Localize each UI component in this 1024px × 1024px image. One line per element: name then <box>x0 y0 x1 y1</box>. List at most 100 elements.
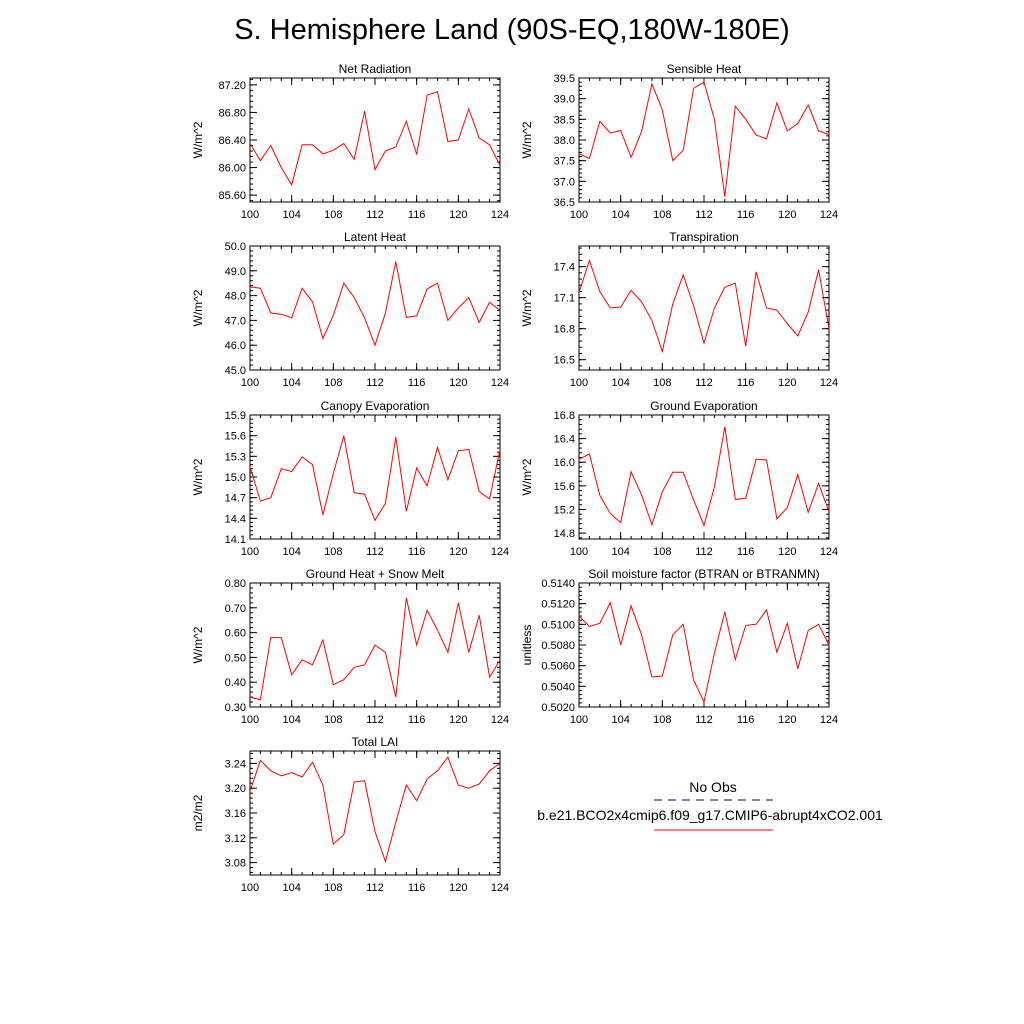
y-tick-label: 3.16 <box>225 808 246 820</box>
x-tick-label: 112 <box>366 377 384 389</box>
y-tick-label: 47.0 <box>225 315 246 327</box>
x-tick-label: 124 <box>491 377 509 389</box>
x-tick-label: 124 <box>491 714 509 726</box>
y-tick-label: 85.60 <box>218 190 246 202</box>
y-tick-label: 3.24 <box>225 758 246 770</box>
panel-4: Transpiration W/m^2 100 104 108 112 116 120 124 1… <box>520 230 838 389</box>
x-tick-label: 124 <box>820 714 838 726</box>
panel-title: Transpiration <box>669 230 739 244</box>
y-tick-label: 17.4 <box>554 262 575 274</box>
x-tick-label: 116 <box>408 882 426 894</box>
panel-title: Ground Evaporation <box>650 399 757 413</box>
legend-case-label: b.e21.BCO2x4cmip6.f09_g17.CMIP6-abrupt4x… <box>537 807 883 823</box>
legend: No Obs b.e21.BCO2x4cmip6.f09_g17.CMIP6-a… <box>537 779 883 831</box>
y-tick-label: 15.3 <box>225 451 246 463</box>
x-tick-label: 120 <box>449 882 467 894</box>
y-axis-label: W/m^2 <box>520 121 534 158</box>
x-tick-label: 116 <box>737 714 755 726</box>
x-tick-label: 120 <box>449 546 467 558</box>
y-tick-label: 38.0 <box>554 135 575 147</box>
y-tick-label: 16.8 <box>554 324 575 336</box>
y-tick-label: 14.7 <box>225 493 246 505</box>
panel-title: Sensible Heat <box>667 62 742 76</box>
x-tick-label: 100 <box>570 546 588 558</box>
x-tick-label: 120 <box>778 377 796 389</box>
panel-7: Ground Heat + Snow Melt W/m^2 100 104 108 112… <box>191 567 509 726</box>
plot-frame <box>578 77 830 203</box>
panel-5: Canopy Evaporation W/m^2 100 104 108 112 116 12… <box>191 399 509 558</box>
y-tick-label: 0.50 <box>225 652 246 664</box>
y-axis-label: W/m^2 <box>191 626 205 663</box>
y-tick-label: 0.40 <box>225 677 246 689</box>
panel-title: Ground Heat + Snow Melt <box>306 567 445 581</box>
x-tick-label: 108 <box>653 209 671 221</box>
x-tick-label: 120 <box>449 714 467 726</box>
panel-1: Net Radiation W/m^2 100 104 108 112 116 120 124 8… <box>191 62 509 221</box>
y-tick-label: 0.5120 <box>541 599 575 611</box>
x-tick-label: 120 <box>449 209 467 221</box>
x-tick-label: 100 <box>241 377 259 389</box>
x-tick-label: 116 <box>737 209 755 221</box>
y-tick-label: 15.6 <box>225 431 246 443</box>
plot-frame <box>578 582 830 708</box>
series-line <box>578 601 830 704</box>
x-tick-label: 108 <box>653 377 671 389</box>
y-tick-label: 14.8 <box>554 528 575 540</box>
y-tick-label: 86.80 <box>218 107 246 119</box>
y-tick-label: 17.1 <box>554 293 575 305</box>
panel-9: Total LAI m2/m2 100 104 108 112 116 120 124 3.08 3… <box>191 735 509 894</box>
x-tick-label: 112 <box>366 714 384 726</box>
x-tick-label: 120 <box>778 714 796 726</box>
panel-title: Total LAI <box>352 735 399 749</box>
y-tick-label: 3.12 <box>225 833 246 845</box>
plot-frame <box>578 245 830 371</box>
x-tick-label: 112 <box>366 209 384 221</box>
series-line <box>249 756 501 864</box>
panel-2: Sensible Heat W/m^2 100 104 108 112 116 120 124 3… <box>520 62 838 221</box>
x-tick-label: 104 <box>611 714 629 726</box>
panel-6: Ground Evaporation W/m^2 100 104 108 112 116 12… <box>520 399 838 558</box>
series-line <box>578 258 830 354</box>
x-tick-label: 108 <box>653 714 671 726</box>
x-tick-label: 104 <box>282 546 300 558</box>
y-tick-label: 14.1 <box>225 534 246 546</box>
x-tick-label: 112 <box>366 546 384 558</box>
y-tick-label: 0.60 <box>225 628 246 640</box>
y-tick-label: 0.5020 <box>541 702 575 714</box>
y-tick-label: 15.6 <box>554 481 575 493</box>
panel-title: Net Radiation <box>339 62 412 76</box>
panel-3: Latent Heat W/m^2 100 104 108 112 116 120 124 45.… <box>191 230 509 389</box>
y-tick-label: 0.80 <box>225 578 246 590</box>
x-tick-label: 108 <box>324 882 342 894</box>
y-tick-label: 37.0 <box>554 176 575 188</box>
series-line <box>249 261 501 347</box>
x-tick-label: 104 <box>611 377 629 389</box>
x-tick-label: 104 <box>282 714 300 726</box>
series-line <box>249 91 501 187</box>
y-tick-label: 0.5060 <box>541 661 575 673</box>
series-line <box>249 435 501 522</box>
y-tick-label: 39.0 <box>554 94 575 106</box>
x-tick-label: 124 <box>820 377 838 389</box>
y-tick-label: 15.0 <box>225 472 246 484</box>
y-tick-label: 0.30 <box>225 702 246 714</box>
y-tick-label: 50.0 <box>225 241 246 253</box>
x-tick-label: 100 <box>241 714 259 726</box>
x-tick-label: 100 <box>241 209 259 221</box>
plot-frame <box>249 77 501 203</box>
x-tick-label: 124 <box>491 209 509 221</box>
legend-obs-label: No Obs <box>689 779 736 795</box>
panel-title: Soil moisture factor (BTRAN or BTRANMN) <box>588 567 819 581</box>
y-tick-label: 46.0 <box>225 340 246 352</box>
x-tick-label: 100 <box>570 377 588 389</box>
x-tick-label: 112 <box>695 377 713 389</box>
y-tick-label: 16.5 <box>554 355 575 367</box>
x-tick-label: 108 <box>324 209 342 221</box>
x-tick-label: 104 <box>282 377 300 389</box>
y-tick-label: 15.9 <box>225 410 246 422</box>
x-tick-label: 120 <box>778 209 796 221</box>
y-tick-label: 16.8 <box>554 410 575 422</box>
figure-title: S. Hemisphere Land (90S-EQ,180W-180E) <box>234 14 790 46</box>
x-tick-label: 108 <box>324 377 342 389</box>
x-tick-label: 112 <box>695 209 713 221</box>
